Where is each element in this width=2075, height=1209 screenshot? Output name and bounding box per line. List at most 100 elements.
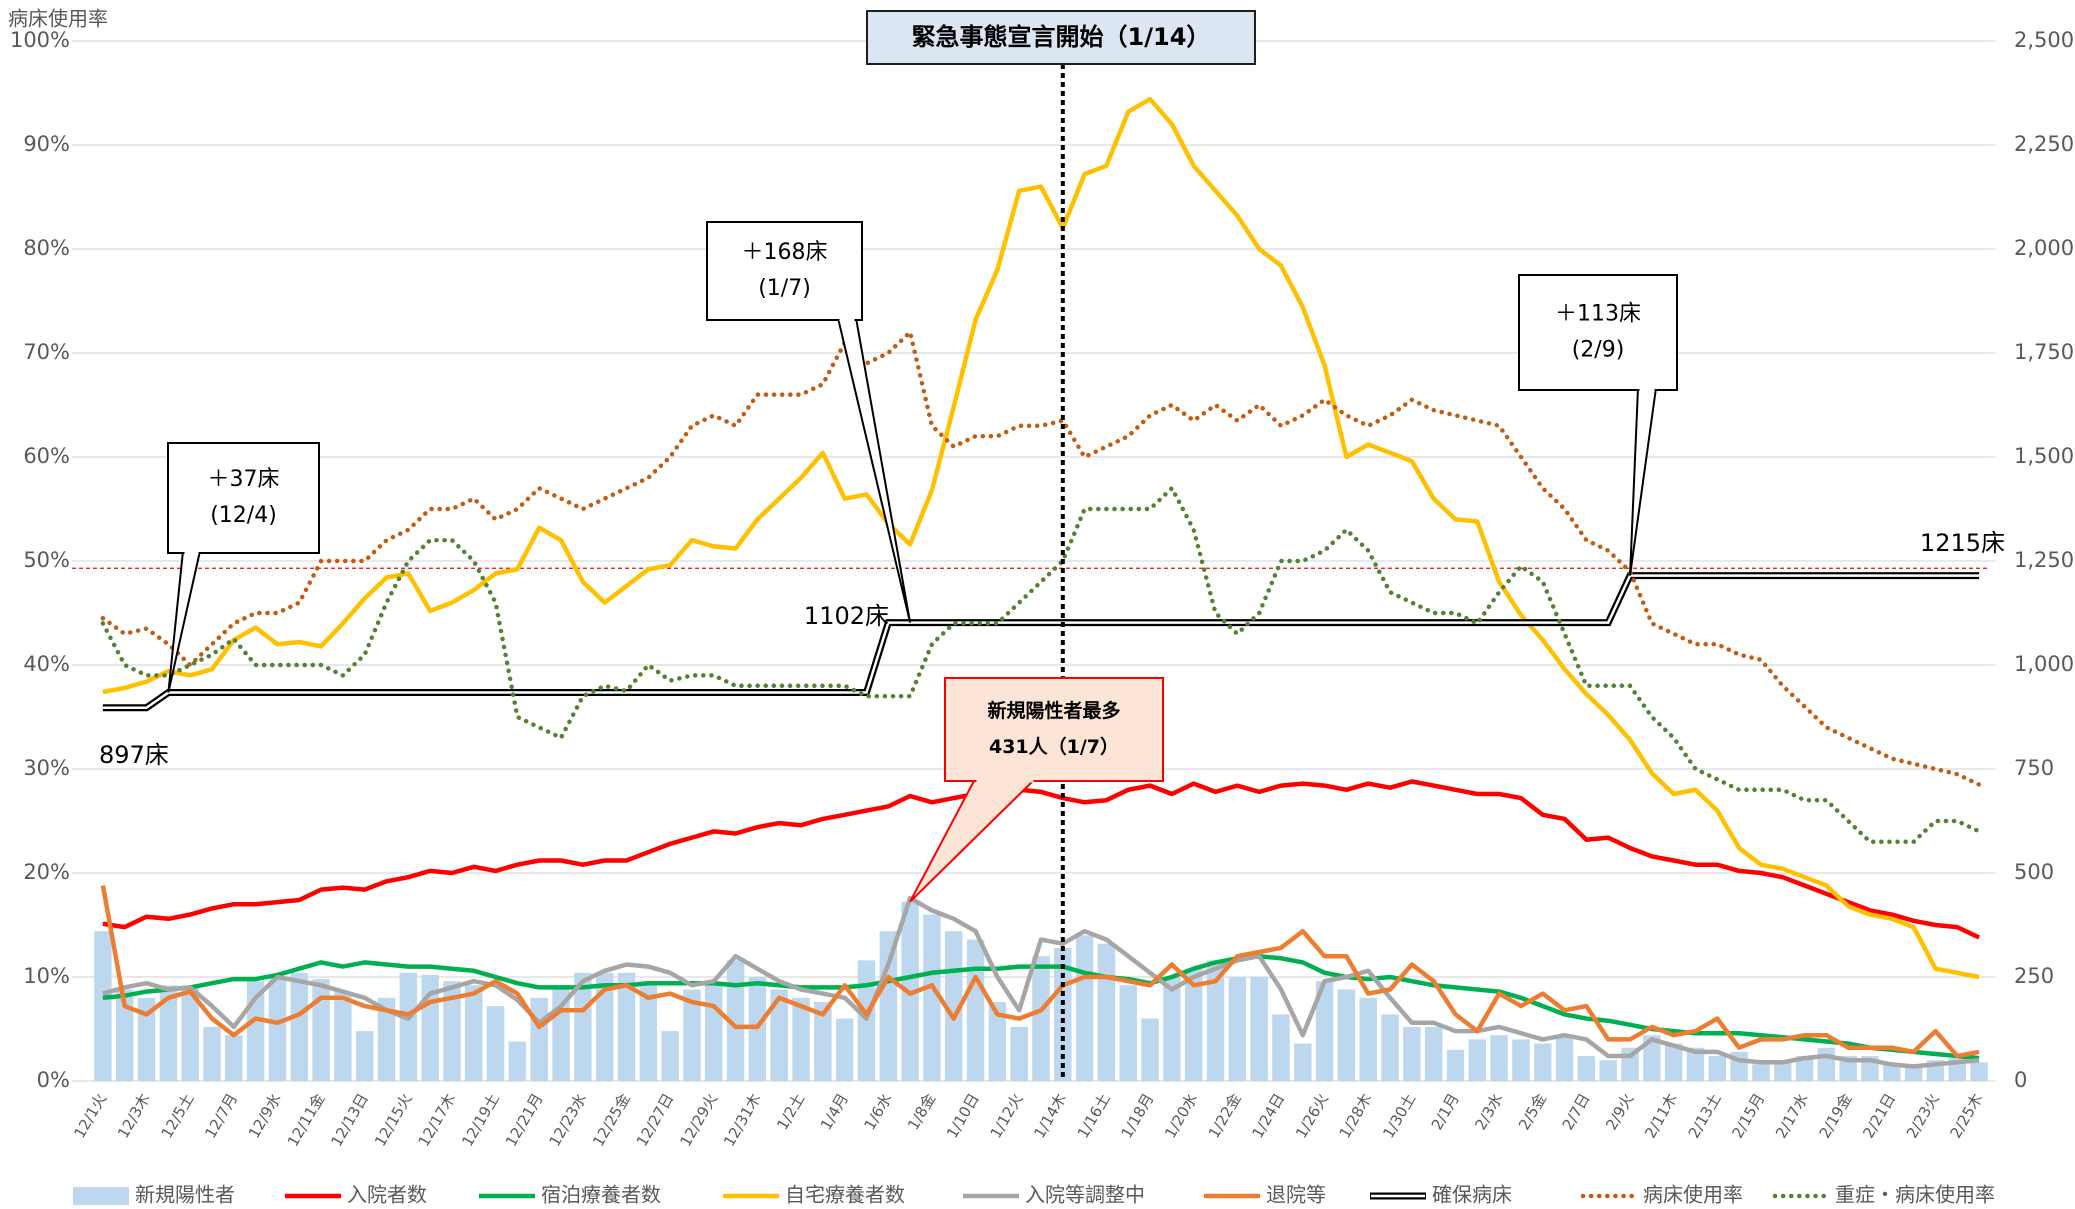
bar [617, 972, 636, 1081]
x-tick-label: 1/24日 [1248, 1090, 1288, 1141]
y-tick-label: 60% [23, 444, 70, 468]
bar [1555, 1035, 1574, 1081]
bar [268, 977, 287, 1081]
bar [1054, 947, 1072, 1081]
emergency-box [866, 10, 1256, 65]
x-tick-label: 1/16土 [1074, 1090, 1114, 1141]
callout-text: ＋113床 [1555, 302, 1641, 327]
x-tick-label: 2/15月 [1728, 1090, 1768, 1141]
emergency-note: 緊急事態宣言開始（1/14） [912, 23, 1211, 51]
y2-tick-label: 1,000 [2014, 652, 2074, 676]
bar [1206, 960, 1225, 1081]
bar [1774, 1060, 1792, 1081]
x-tick-label: 12/3木 [114, 1090, 154, 1141]
x-tick-label: 2/13土 [1685, 1090, 1725, 1141]
y2-tick-label: 1,250 [2014, 548, 2074, 572]
bed-label: 1215床 [1920, 529, 2005, 557]
x-tick-label: 12/31木 [720, 1090, 765, 1149]
bar [312, 979, 330, 1081]
x-tick-label: 12/23水 [546, 1090, 591, 1149]
x-tick-label: 12/29火 [676, 1090, 721, 1149]
bar [1294, 1043, 1312, 1081]
series-dotted-line [100, 484, 1982, 845]
callout-text: (1/7) [758, 276, 811, 301]
callout-text: ＋168床 [742, 240, 828, 265]
y2-tick-label: 2,250 [2014, 132, 2074, 156]
bar [1403, 1026, 1421, 1081]
bar [1490, 1035, 1508, 1081]
x-tick-label: 2/3水 [1471, 1090, 1506, 1133]
bar [334, 991, 352, 1081]
bar [639, 985, 658, 1081]
legend-label: 退院等 [1266, 1183, 1326, 1207]
x-tick-label: 1/26火 [1292, 1090, 1332, 1141]
legend-label: 新規陽性者 [135, 1183, 235, 1207]
x-tick-label: 2/25木 [1947, 1090, 1987, 1141]
bar [94, 931, 112, 1081]
bar [1010, 1026, 1028, 1081]
callout-text: ＋37床 [208, 467, 280, 492]
bar [1075, 935, 1094, 1081]
y-tick-label: 0% [37, 1068, 70, 1092]
bar [683, 989, 701, 1081]
bar [879, 931, 898, 1081]
bar [814, 1001, 832, 1081]
x-tick-label: 1/22金 [1205, 1090, 1245, 1141]
x-tick-label: 12/7月 [201, 1090, 241, 1141]
x-tick-label: 12/11金 [284, 1090, 329, 1149]
series-dotted-line [100, 327, 1982, 787]
capacity-line-inner [102, 574, 1980, 710]
legend-label: 確保病床 [1432, 1183, 1512, 1207]
x-tick-label: 1/6水 [860, 1090, 895, 1133]
bar [595, 972, 614, 1081]
y-tick-label: 70% [23, 340, 70, 364]
bar [1817, 1047, 1836, 1081]
x-tick-label: 1/30土 [1379, 1090, 1419, 1141]
bar [1141, 1018, 1159, 1081]
bar [966, 939, 985, 1081]
bar [1664, 1043, 1683, 1081]
callout-pointer [167, 550, 202, 693]
bar [399, 972, 418, 1081]
bar [1883, 1064, 1901, 1081]
callout-text: (12/4) [210, 503, 277, 528]
bar [443, 981, 461, 1081]
bar [1272, 1014, 1290, 1081]
bar [792, 997, 810, 1081]
legend-label: 入院等調整中 [1025, 1183, 1145, 1207]
series-line [102, 96, 1980, 980]
y-axis-label: 病床使用率 [8, 7, 108, 31]
x-tick-label: 1/12火 [987, 1090, 1027, 1141]
bar [181, 987, 199, 1081]
bar [530, 997, 548, 1081]
x-tick-label: 1/4月 [817, 1090, 852, 1133]
callout-box [167, 442, 320, 554]
bar [203, 1026, 221, 1081]
y-tick-label: 30% [23, 756, 70, 780]
bar [290, 972, 308, 1081]
legend-label: 入院者数 [347, 1183, 427, 1207]
bar [1032, 956, 1050, 1081]
bar [661, 1031, 679, 1081]
x-tick-label: 12/21月 [502, 1090, 547, 1149]
callout-text: (2/9) [1572, 338, 1625, 363]
bar [1097, 943, 1116, 1081]
x-tick-label: 12/19土 [458, 1090, 503, 1149]
bar [574, 972, 592, 1081]
x-tick-label: 12/17木 [415, 1090, 460, 1149]
x-tick-label: 12/1火 [70, 1090, 110, 1141]
callout-text: 新規陽性者最多 [987, 699, 1120, 722]
y2-tick-label: 750 [2014, 756, 2054, 780]
bar [1512, 1039, 1530, 1081]
bar [137, 997, 156, 1081]
bar [923, 914, 941, 1081]
y-tick-label: 100% [10, 28, 70, 52]
y2-tick-label: 2,000 [2014, 236, 2074, 260]
legend-label: 病床使用率 [1643, 1183, 1743, 1207]
bar [1577, 1056, 1596, 1081]
y2-tick-label: 1,500 [2014, 444, 2074, 468]
x-tick-label: 2/11木 [1641, 1090, 1681, 1141]
x-tick-label: 2/17水 [1772, 1090, 1812, 1141]
bar [486, 1006, 505, 1081]
